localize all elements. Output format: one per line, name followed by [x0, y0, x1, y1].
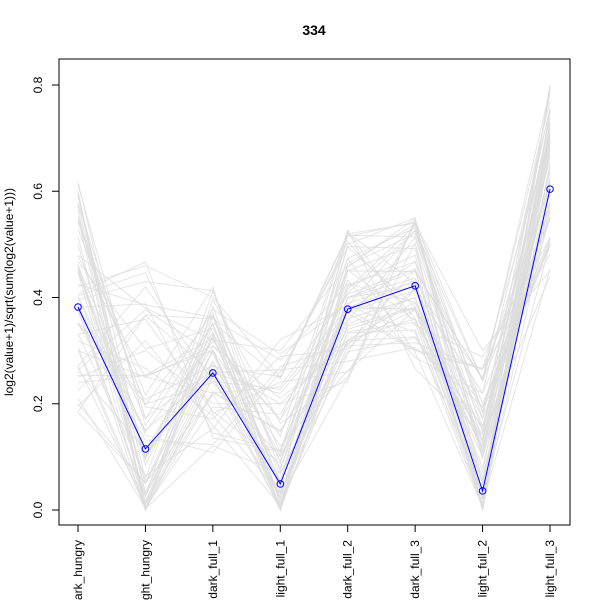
background-line-57: [77, 171, 551, 446]
background-line-37: [77, 135, 551, 510]
background-line-51: [77, 133, 551, 509]
x-tick-label-light_hungry: light_hungry: [138, 540, 152, 600]
background-line-56: [77, 101, 551, 508]
background-line-54: [77, 228, 551, 510]
background-line-53: [77, 123, 551, 497]
background-line-50: [77, 141, 551, 454]
background-line-59: [77, 109, 551, 464]
background-line-28: [77, 93, 551, 511]
background-line-21: [77, 177, 551, 450]
x-tick-label-dark_full_2: dark_full_2: [341, 540, 355, 599]
data-point-dark_full_1: [209, 369, 217, 377]
background-line-48: [77, 142, 551, 467]
x-axis: dark_hungry light_hungry dark_full_1 light_…: [71, 525, 557, 600]
background-line-22: [77, 143, 551, 499]
background-line-47: [77, 179, 551, 512]
background-line-9: [77, 222, 551, 379]
background-line-42: [77, 139, 551, 509]
highlight-series: [74, 185, 554, 495]
background-line-25: [77, 107, 551, 512]
y-tick-label: 0.8: [31, 76, 45, 93]
data-point-light_full_2: [478, 487, 487, 495]
y-tick-label: 0.2: [31, 395, 45, 412]
y-tick-label: 0.6: [31, 183, 45, 200]
y-axis: 0.0 0.2 0.4 0.6 0.8: [31, 76, 60, 518]
background-line-5: [77, 201, 551, 459]
background-line-46: [77, 229, 551, 455]
data-point-light_hungry: [141, 445, 150, 453]
series-line: [77, 188, 551, 493]
y-tick-label: 0.4: [31, 289, 45, 306]
background-line-52: [77, 236, 551, 504]
x-tick-label-dark_hungry: dark_hungry: [71, 540, 85, 600]
background-line-58: [77, 209, 551, 498]
data-point-dark_hungry: [74, 303, 82, 311]
background-line-27: [77, 236, 551, 409]
background-line-12: [77, 150, 551, 510]
background-line-18: [77, 219, 551, 506]
x-tick-label-dark_full_3: dark_full_3: [408, 540, 422, 599]
x-tick-label-dark_full_1: dark_full_1: [206, 540, 220, 599]
data-point-light_full_1: [276, 480, 285, 488]
y-tick-label: 0.0: [31, 501, 45, 518]
x-tick-label-light_full_3: light_full_3: [543, 540, 557, 598]
chart-title: 334: [302, 22, 326, 38]
data-point-light_full_3: [546, 185, 554, 193]
data-point-dark_full_2: [343, 305, 352, 313]
x-tick-label-light_full_2: light_full_2: [476, 540, 490, 598]
background-lines: [77, 84, 551, 512]
background-line-39: [77, 204, 551, 458]
background-line-49: [77, 184, 551, 484]
data-point-dark_full_3: [411, 282, 419, 290]
x-tick-label-light_full_1: light_full_1: [273, 540, 287, 598]
y-axis-label: log2(value+1)/sqrt(sum(log2(value+1))): [2, 188, 16, 396]
